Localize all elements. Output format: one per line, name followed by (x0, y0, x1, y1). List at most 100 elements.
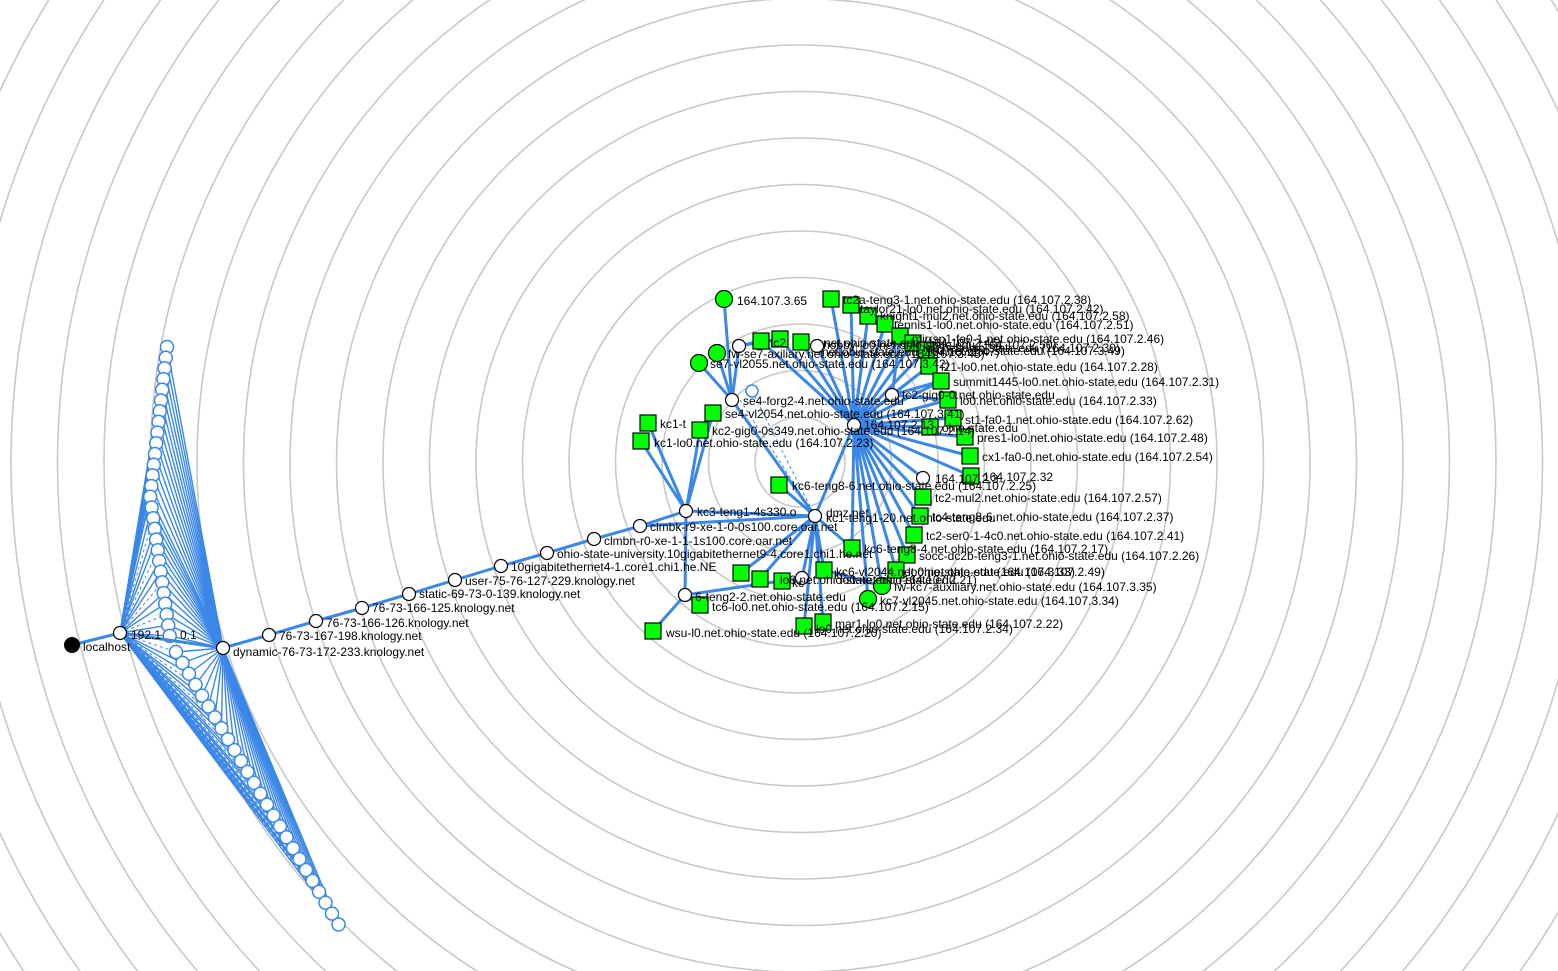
router-node-osu_he[interactable] (539, 545, 555, 561)
nodes[interactable] (64, 289, 980, 656)
router-node-tc2w[interactable] (731, 338, 747, 354)
host-node-cx1[interactable] (961, 447, 979, 465)
router-node-kc6t22[interactable] (677, 587, 693, 603)
host-node-kc6vl[interactable] (815, 561, 833, 579)
unresolved-hop-node[interactable] (201, 699, 216, 714)
router-node-kstatic[interactable] (401, 586, 417, 602)
distance-ring (10, 0, 1558, 971)
host-node-st1[interactable] (944, 409, 962, 427)
unresolved-hop-node[interactable] (240, 764, 255, 780)
host-node-ip365[interactable] (714, 289, 734, 309)
host-node-sqE[interactable] (939, 391, 957, 409)
router-node-se4forg[interactable] (724, 392, 740, 408)
probe-edge (739, 399, 816, 517)
node-label-tc2ser: tc2-ser0-1-4c0.net.ohio-state.edu (164.1… (926, 529, 1184, 543)
host-node-kc1lo0[interactable] (632, 432, 650, 450)
node-label-socc: socc-dc2b-teng3-1.net.ohio-state.edu (16… (919, 549, 1199, 563)
unresolved-hop-node[interactable] (233, 753, 249, 769)
router-node-tc2gig[interactable] (884, 387, 900, 403)
fan-edge (119, 592, 165, 634)
source-node[interactable] (64, 637, 80, 653)
host-node-taylor[interactable] (842, 296, 860, 314)
unresolved-hop-node[interactable] (279, 830, 294, 845)
host-node-sqB[interactable] (792, 333, 810, 351)
host-node-tennis[interactable] (876, 315, 894, 333)
unresolved-hop-node[interactable] (220, 731, 236, 747)
router-node-dmz[interactable] (807, 508, 823, 524)
host-node-knight[interactable] (859, 307, 877, 325)
host-node-tc2a[interactable] (822, 290, 840, 308)
router-node-core[interactable] (846, 417, 862, 433)
host-node-ip232[interactable] (962, 467, 980, 485)
router-node-he[interactable] (493, 558, 509, 574)
host-node-tc2mul[interactable] (914, 488, 932, 506)
fan-edge (153, 464, 224, 649)
host-node-kc7vl[interactable] (858, 589, 878, 609)
host-node-tc6lo0[interactable] (691, 596, 709, 614)
host-node-socc[interactable] (898, 546, 916, 564)
unresolved-hop-node[interactable] (266, 808, 281, 823)
host-node-sqH[interactable] (773, 572, 791, 590)
host-node-kc6t84[interactable] (843, 539, 861, 557)
host-node-ohiost[interactable] (921, 418, 939, 436)
route-edge (593, 524, 641, 541)
node-label-ov-a: hobby-lo0.net.ohio-state.edu (164.107.2.… (823, 338, 1057, 352)
unresolved-hop-node[interactable] (227, 742, 242, 758)
host-node-se7[interactable] (689, 353, 709, 373)
unresolved-hop-node[interactable] (292, 851, 307, 867)
router-node-kc3[interactable] (678, 503, 694, 519)
host-node-wsu[interactable] (644, 622, 662, 640)
unresolved-hop-node[interactable] (175, 655, 190, 671)
unresolved-hop-node[interactable] (324, 906, 340, 921)
unresolved-hop-node[interactable] (207, 710, 223, 725)
unresolved-hop-node[interactable] (331, 917, 346, 932)
router-node-k125[interactable] (354, 600, 370, 616)
unresolved-hop-node[interactable] (298, 862, 314, 878)
unresolved-hop-node[interactable] (214, 721, 229, 736)
host-node-mar1[interactable] (814, 613, 832, 631)
router-node-k126[interactable] (308, 613, 324, 629)
unresolved-hop-node[interactable] (318, 895, 333, 910)
unresolved-hop-node[interactable] (259, 797, 275, 812)
unresolved-hop-node[interactable] (181, 666, 197, 682)
unresolved-hop-node[interactable] (305, 873, 320, 889)
router-node-wA[interactable] (809, 338, 825, 354)
router-node-kuser[interactable] (447, 572, 463, 588)
router-node-gw[interactable] (112, 625, 128, 641)
host-node-tc2ser[interactable] (905, 526, 923, 544)
router-node-ip23w[interactable] (915, 470, 931, 486)
host-node-se4vl[interactable] (704, 404, 722, 422)
router-node-oar1[interactable] (586, 531, 602, 547)
probe-node[interactable] (745, 384, 759, 398)
node-label-mar1: mar1-lo0.net.ohio-state.edu (164.107.2.2… (835, 617, 1063, 631)
host-node-pres1[interactable] (956, 428, 974, 446)
unresolved-hop-node[interactable] (253, 786, 268, 801)
host-node-fwse7[interactable] (707, 343, 727, 363)
unresolved-hop-node[interactable] (168, 644, 184, 660)
unresolved-hop-node[interactable] (194, 688, 210, 703)
unresolved-hop-node[interactable] (285, 840, 301, 856)
unresolved-hop-node[interactable] (188, 677, 203, 692)
host-node-summit[interactable] (932, 372, 950, 390)
unresolved-hop-node[interactable] (311, 884, 327, 900)
host-node-tc2[interactable] (752, 332, 770, 350)
host-node-kc6t86[interactable] (770, 476, 788, 494)
host-node-sqA[interactable] (771, 330, 789, 348)
host-node-kc2gig[interactable] (691, 421, 709, 439)
host-node-lo249[interactable] (887, 561, 905, 579)
router-node-k198[interactable] (261, 627, 277, 643)
unresolved-hop-node[interactable] (246, 775, 262, 791)
host-node-tc4[interactable] (911, 507, 929, 525)
fan-edge (119, 582, 163, 634)
host-node-fwkc7[interactable] (872, 576, 892, 596)
host-node-sqG[interactable] (751, 570, 769, 588)
host-node-lo234[interactable] (795, 617, 813, 635)
router-node-dyn[interactable] (215, 640, 231, 656)
router-node-oar2[interactable] (632, 518, 648, 534)
host-node-kc1t[interactable] (639, 414, 657, 432)
host-node-sqF[interactable] (732, 564, 750, 582)
host-node-i21[interactable] (920, 357, 938, 375)
router-node-kcw[interactable] (794, 570, 810, 586)
unresolved-hop-node[interactable] (272, 819, 288, 834)
